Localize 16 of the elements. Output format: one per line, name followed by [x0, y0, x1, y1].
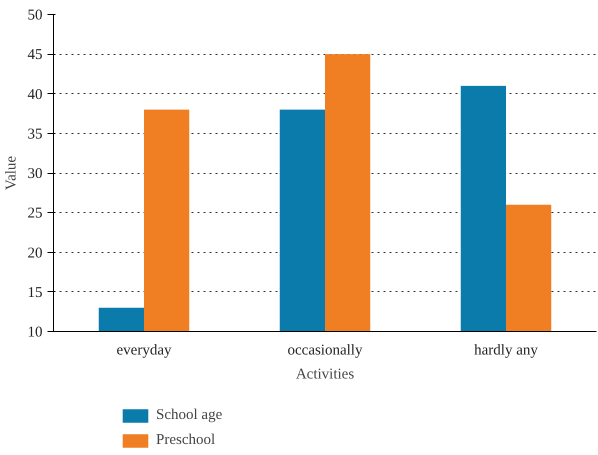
legend-label: School age	[156, 407, 222, 424]
x-tick-label: occasionally	[288, 342, 363, 358]
legend-label: Preschool	[156, 432, 216, 449]
y-tick-label: 25	[28, 206, 42, 222]
y-tick-label: 40	[28, 86, 42, 103]
x-tick-label: hardly any	[474, 342, 538, 358]
x-tick-label: everyday	[116, 342, 172, 358]
x-axis-title: Activities	[296, 366, 354, 382]
y-tick-label: 50	[28, 8, 42, 24]
y-axis-title: Value	[4, 156, 20, 190]
y-tick-label: 15	[28, 284, 42, 301]
y-tick-label: 30	[28, 166, 42, 182]
y-tick-label: 20	[28, 245, 42, 262]
y-tick-label: 35	[28, 126, 42, 142]
y-tick-label: 45	[28, 47, 42, 64]
y-tick-label: 10	[28, 324, 42, 340]
